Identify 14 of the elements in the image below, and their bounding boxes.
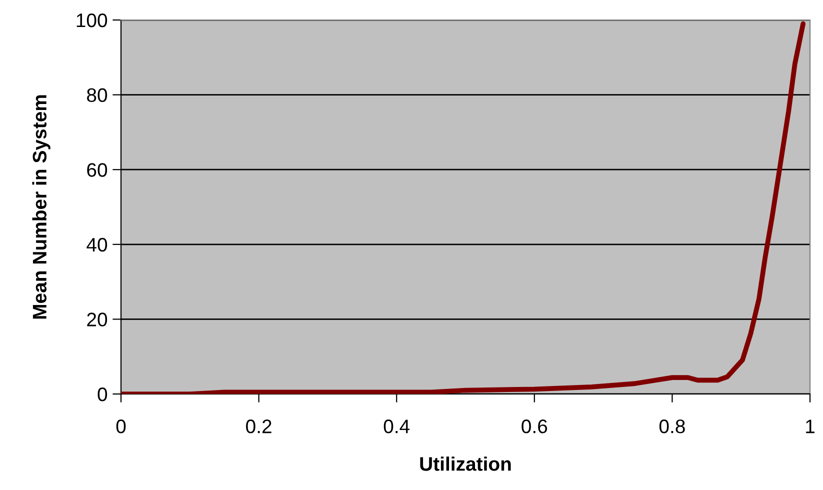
y-tick-label: 60: [87, 163, 108, 177]
y-tick-label: 0: [98, 387, 108, 402]
x-tick-label: 0.2: [246, 420, 272, 434]
x-tick-label: 0.6: [522, 420, 548, 434]
y-axis-title: Mean Number in System: [32, 95, 50, 319]
y-tick-label: 80: [87, 88, 108, 102]
y-tick-label: 20: [87, 312, 108, 326]
y-tick-label: 40: [86, 238, 108, 252]
x-tick-label: 0.4: [384, 420, 410, 434]
x-tick-label: 0.8: [659, 420, 685, 434]
y-tick-label: 100: [76, 13, 108, 28]
x-tick-label: 1: [806, 420, 814, 434]
x-axis-title: Utilization: [420, 456, 511, 471]
x-tick-label: 0: [116, 420, 126, 434]
